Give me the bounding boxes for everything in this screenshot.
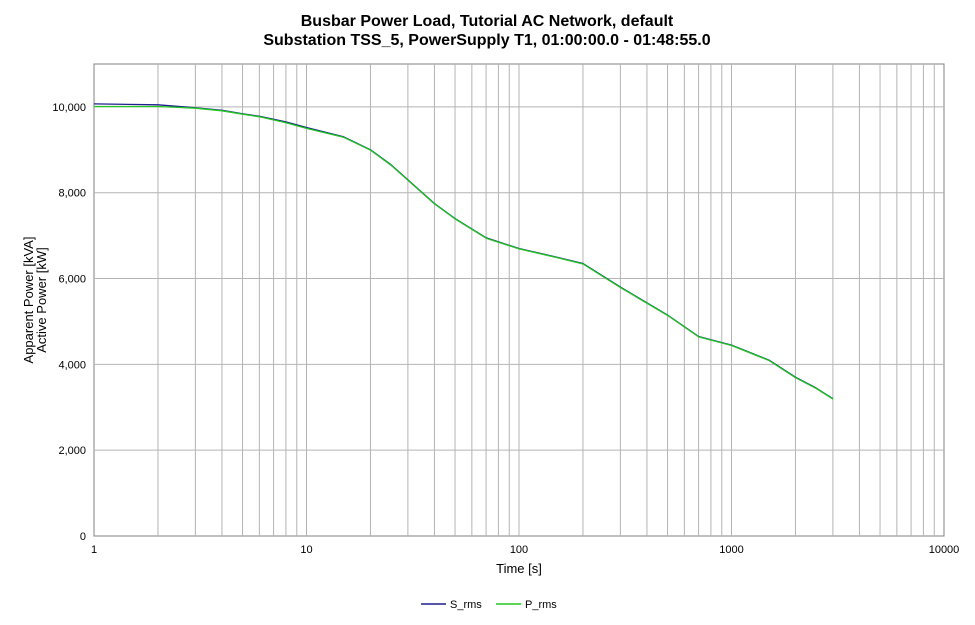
x-axis-label: Time [s] (496, 561, 542, 576)
chart-title: Busbar Power Load, Tutorial AC Network, … (301, 13, 674, 30)
x-tick-label: 10 (300, 544, 312, 556)
y-tick-label: 0 (80, 531, 86, 543)
x-tick-label: 1000 (719, 544, 743, 556)
y-tick-label: 8,000 (58, 188, 86, 200)
x-tick-label: 10000 (929, 544, 960, 556)
legend-label-p-rms: P_rms (525, 599, 557, 611)
legend: S_rms P_rms (421, 599, 557, 611)
y-tick-label: 4,000 (58, 359, 86, 371)
y-axis-label-group: Apparent Power [kVA] Active Power [kW] (21, 237, 49, 364)
chart-subtitle: Substation TSS_5, PowerSupply T1, 01:00:… (263, 32, 710, 49)
x-tick-label: 1 (91, 544, 97, 556)
tick-labels: 1 10 100 1000 10000 0 2,000 4,000 6,000 8,000 10,0… (52, 102, 959, 556)
y-axis-label-active: Active Power [kW] (34, 247, 49, 352)
series-layer (93, 103, 834, 400)
y-tick-label: 2,000 (58, 445, 86, 457)
y-tick-label: 6,000 (58, 274, 86, 286)
grid-layer (94, 64, 944, 536)
x-tick-label: 100 (510, 544, 528, 556)
series-line-p-rms (94, 105, 834, 400)
y-tick-label: 10,000 (52, 102, 86, 114)
legend-label-s-rms: S_rms (450, 599, 482, 611)
y-axis-label-apparent: Apparent Power [kVA] (21, 237, 36, 364)
